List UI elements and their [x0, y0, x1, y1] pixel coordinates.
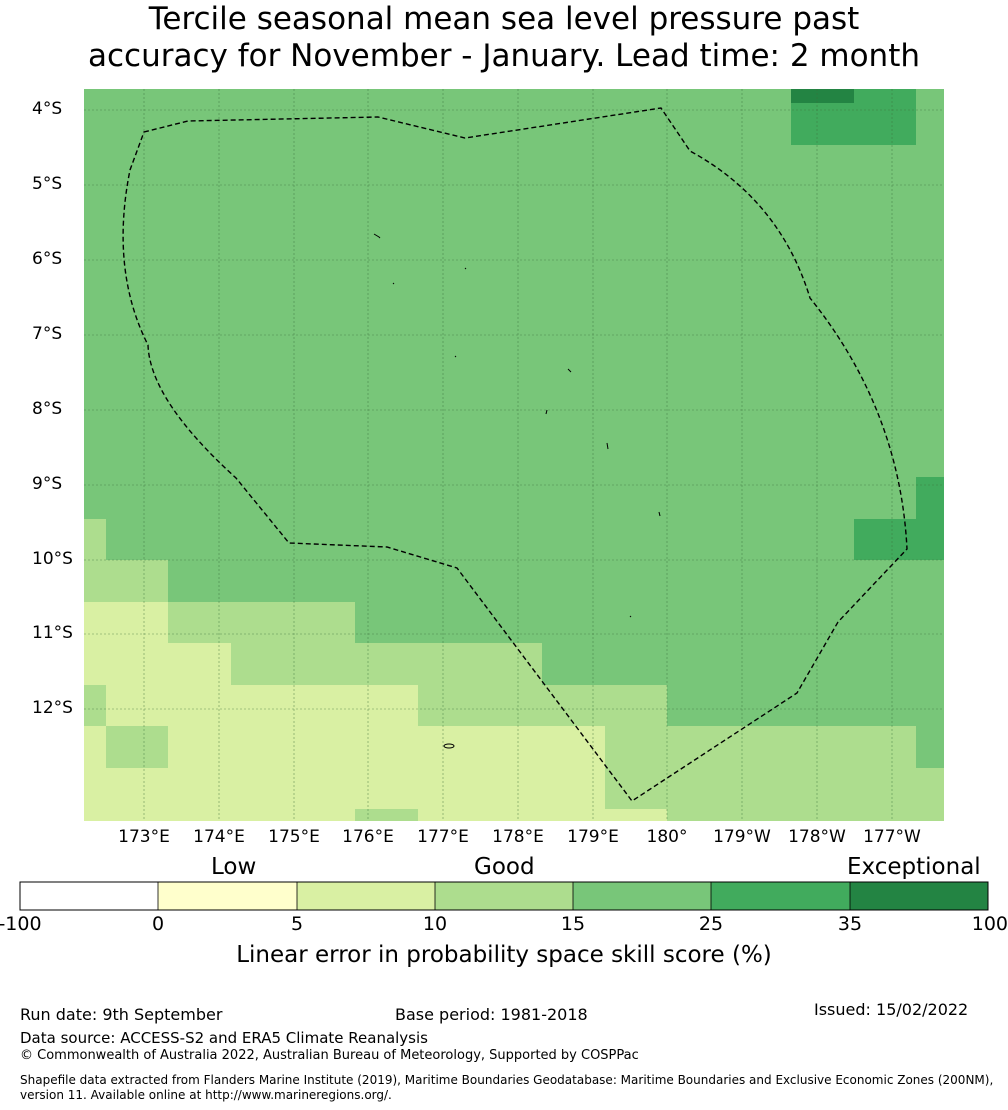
colorbar-tick-25: 25: [698, 913, 724, 935]
colorbar-tick-minus100: -100: [0, 913, 42, 935]
colorbar-tick-100: 100: [971, 913, 1008, 935]
lat-label-6s: 6°S: [32, 249, 63, 269]
lat-label-11s: 11°S: [32, 623, 73, 643]
colorbar-tick-0: 0: [151, 913, 165, 935]
eez-boundary: [122, 107, 908, 802]
cells-10-15: [84, 519, 944, 821]
cells-5-10: [84, 602, 667, 821]
lon-label-175e: 175°E: [268, 827, 320, 847]
islands: [373, 233, 661, 749]
map-title-line-1: Tercile seasonal mean sea level pressure…: [148, 1, 860, 37]
lat-label-7s: 7°S: [32, 324, 63, 344]
lat-label-12s: 12°S: [32, 698, 73, 718]
colorbar-tick-10: 10: [422, 913, 448, 935]
colorbar-tick-35: 35: [837, 913, 863, 935]
lon-label-179e: 179°E: [567, 827, 619, 847]
colorbar-axis-label: Linear error in probability space skill …: [236, 942, 772, 968]
shapefile-credit-line-2: version 11. Available online at http://w…: [20, 1088, 392, 1102]
colorbar-tick-15: 15: [560, 913, 586, 935]
lat-label-9s: 9°S: [32, 474, 63, 494]
lon-label-177w: 177°W: [863, 827, 921, 847]
base-period: Base period: 1981-2018: [395, 1005, 588, 1024]
colorbar-tick-5: 5: [290, 913, 304, 935]
colorbar-segment-35-100: [850, 882, 988, 910]
copyright-notice: © Commonwealth of Australia 2022, Austra…: [20, 1048, 639, 1063]
skill-score-map: [84, 89, 944, 821]
map-title-line-2: accuracy for November - January. Lead ti…: [87, 38, 921, 74]
colorbar-category-good: Good: [474, 854, 535, 880]
data-source: Data source: ACCESS-S2 and ERA5 Climate …: [20, 1029, 428, 1047]
lat-label-5s: 5°S: [32, 174, 63, 194]
lat-label-4s: 4°S: [32, 99, 63, 119]
colorbar-segment-15-25: [573, 882, 711, 910]
lon-label-180: 180°: [646, 827, 688, 847]
colorbar-segment-10-15: [435, 882, 573, 910]
lon-label-179w: 179°W: [713, 827, 771, 847]
colorbar: [19, 881, 989, 911]
colorbar-segment-0-5: [158, 882, 297, 910]
lon-label-177e: 177°E: [417, 827, 469, 847]
shapefile-credit-line-1: Shapefile data extracted from Flanders M…: [20, 1073, 994, 1087]
lon-label-176e: 176°E: [342, 827, 394, 847]
colorbar-segment-lt0: [20, 882, 158, 910]
issued-date: Issued: 15/02/2022: [814, 1000, 969, 1019]
lat-label-8s: 8°S: [32, 399, 63, 419]
lon-label-178e: 178°E: [492, 827, 544, 847]
lon-label-174e: 174°E: [193, 827, 245, 847]
colorbar-segment-25-35: [711, 882, 850, 910]
colorbar-category-exceptional: Exceptional: [847, 854, 981, 880]
cells-35-100: [791, 89, 854, 103]
lon-label-178w: 178°W: [788, 827, 846, 847]
run-date: Run date: 9th September: [20, 1005, 223, 1024]
colorbar-segment-5-10: [297, 882, 435, 910]
map-gridlines: [84, 89, 944, 821]
colorbar-category-low: Low: [211, 854, 257, 880]
lon-label-173e: 173°E: [118, 827, 170, 847]
colorbar-dividers: [157, 882, 851, 910]
lat-label-10s: 10°S: [32, 549, 73, 569]
